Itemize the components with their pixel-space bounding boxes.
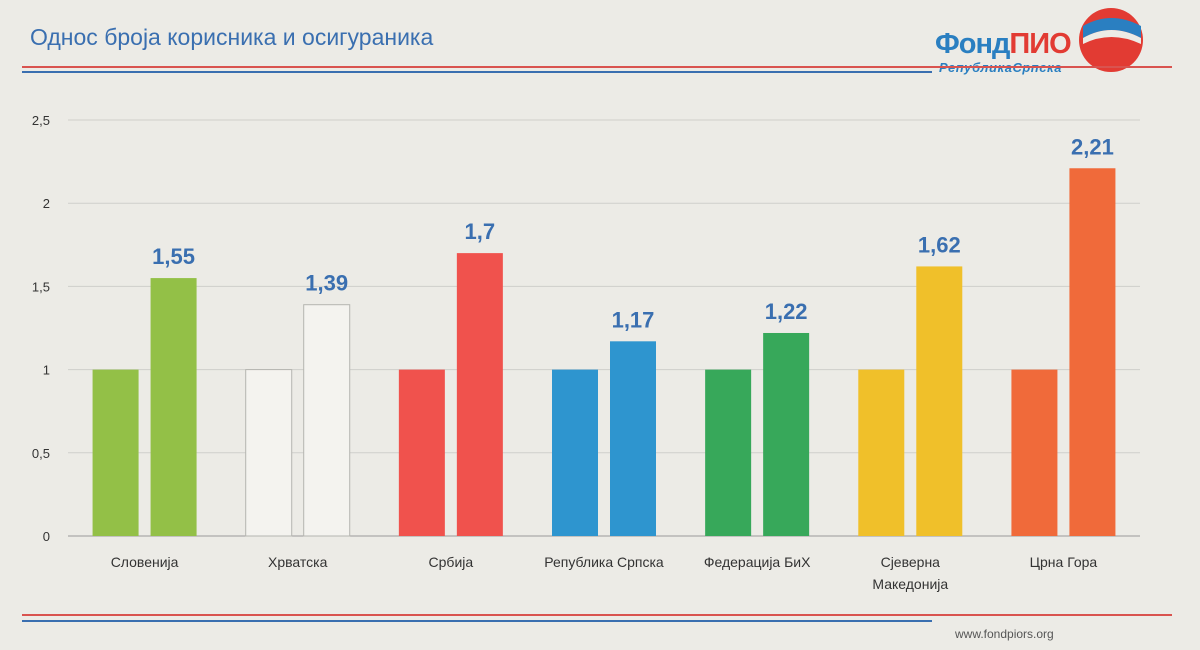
bar-base <box>552 369 598 536</box>
footer-rule-red <box>22 614 1172 616</box>
y-tick-label: 2,5 <box>32 113 50 128</box>
y-tick-label: 0 <box>43 529 50 544</box>
bar-value <box>456 253 503 536</box>
y-tick-label: 1,5 <box>32 279 50 294</box>
y-tick-label: 0,5 <box>32 446 50 461</box>
bar-base <box>705 369 752 536</box>
bar-value <box>916 266 963 536</box>
data-label: 1,17 <box>612 307 655 332</box>
bar-base <box>398 369 445 536</box>
bar-value <box>150 278 197 536</box>
category-label: Словенија <box>111 554 179 570</box>
category-label: Србија <box>429 554 474 570</box>
header-rule-red <box>22 66 1172 68</box>
bar-base <box>1011 369 1058 536</box>
footer-rule-blue <box>22 620 932 622</box>
category-label: Сјеверна <box>881 554 941 570</box>
category-label: Хрватска <box>268 554 328 570</box>
category-label: Македонија <box>872 576 948 592</box>
logo-word-fond: Фонд <box>935 28 1010 60</box>
footer-url: www.fondpiors.org <box>955 627 1054 641</box>
logo-wordmark: ФондПИО <box>935 28 1072 61</box>
data-label: 1,55 <box>152 244 195 269</box>
data-label: 1,7 <box>465 219 496 244</box>
logo-circle-icon <box>1079 8 1143 72</box>
header-rule-blue <box>22 71 932 73</box>
logo-word-pio: ПИО <box>1009 28 1071 60</box>
slide-title: Однос броја корисника и осигураника <box>30 24 434 50</box>
data-label: 1,62 <box>918 232 961 257</box>
bar-base <box>858 369 905 536</box>
bar-value <box>763 332 810 536</box>
category-label: Црна Гора <box>1030 554 1098 570</box>
bar-base <box>92 369 139 536</box>
data-label: 1,39 <box>305 271 348 296</box>
category-label: Федерација БиХ <box>704 554 811 570</box>
bar-base <box>245 369 293 537</box>
y-tick-label: 1 <box>43 363 50 378</box>
bar-value <box>303 304 351 537</box>
bar-value <box>1069 168 1116 537</box>
data-label: 2,21 <box>1071 134 1114 159</box>
y-tick-label: 2 <box>43 196 50 211</box>
category-label: Република Српска <box>544 554 664 570</box>
bar-value <box>610 341 656 536</box>
data-label: 1,22 <box>765 299 808 324</box>
